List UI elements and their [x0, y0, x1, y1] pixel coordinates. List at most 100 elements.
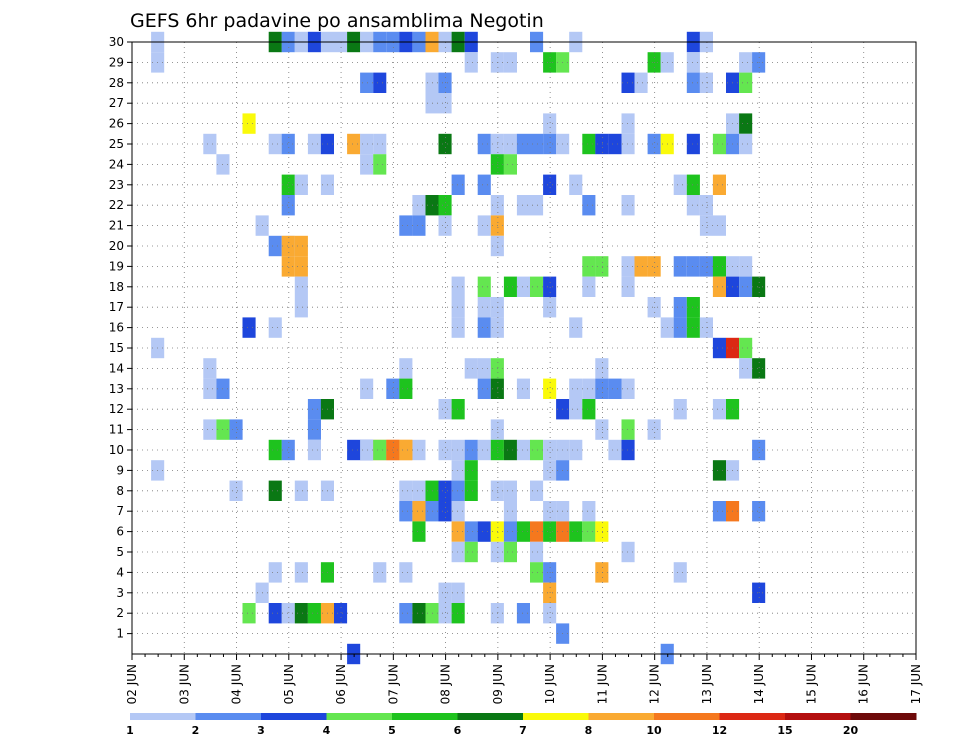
- heatmap-cell: [373, 154, 387, 175]
- heatmap-cell: [673, 297, 687, 318]
- heatmap-cell: [412, 195, 426, 216]
- heatmap-cell: [268, 562, 282, 583]
- heatmap-cell: [242, 113, 256, 134]
- heatmap-cell: [569, 521, 583, 542]
- heatmap-cell: [752, 582, 766, 603]
- heatmap-cell: [582, 195, 596, 216]
- heatmap-cell: [712, 501, 726, 522]
- heatmap-cell: [503, 439, 517, 461]
- heatmap-cell: [530, 562, 544, 583]
- legend-swatch: [654, 713, 720, 720]
- heatmap-cell: [582, 276, 596, 297]
- heatmap-cell: [451, 276, 465, 297]
- heatmap-cell: [569, 399, 583, 420]
- heatmap-cell: [399, 378, 413, 399]
- y-tick-label: 19: [109, 259, 124, 273]
- heatmap-cell: [464, 521, 478, 542]
- heatmap-cell: [438, 603, 452, 624]
- heatmap-cell: [503, 133, 517, 155]
- heatmap-cell: [699, 72, 713, 93]
- heatmap-cell: [334, 603, 348, 624]
- heatmap-cell: [503, 154, 517, 175]
- heatmap-cell: [530, 195, 544, 216]
- y-tick-label: 14: [109, 361, 124, 375]
- heatmap-cell: [516, 276, 530, 297]
- y-tick-label: 23: [109, 178, 124, 192]
- heatmap-cell: [503, 276, 517, 297]
- heatmap-cell: [621, 276, 635, 297]
- heatmap-cell: [281, 195, 295, 216]
- heatmap-cell: [608, 439, 622, 461]
- heatmap-cell: [438, 501, 452, 522]
- heatmap-cell: [608, 378, 622, 399]
- heatmap-cell: [673, 317, 687, 338]
- heatmap-cell: [399, 215, 413, 236]
- legend-label: 1: [126, 724, 134, 737]
- heatmap-cell: [477, 276, 491, 297]
- heatmap-cell: [347, 439, 361, 461]
- heatmap-cell: [712, 337, 726, 359]
- y-tick-label: 26: [109, 117, 124, 131]
- heatmap-cell: [647, 419, 661, 440]
- heatmap-cell: [647, 52, 661, 73]
- heatmap-cell: [360, 378, 374, 399]
- heatmap-cell: [530, 541, 544, 563]
- heatmap-cell: [569, 378, 583, 399]
- heatmap-cell: [621, 439, 635, 461]
- heatmap-cell: [451, 603, 465, 624]
- heatmap-cell: [516, 521, 530, 542]
- heatmap-cell: [582, 501, 596, 522]
- heatmap-cell: [294, 174, 308, 195]
- heatmap-cell: [516, 195, 530, 216]
- heatmap-cell: [451, 439, 465, 461]
- heatmap-cell: [634, 256, 648, 277]
- y-tick-label: 4: [116, 565, 124, 579]
- heatmap-cell: [739, 276, 753, 297]
- heatmap-cell: [595, 256, 609, 277]
- legend-swatch: [719, 713, 786, 720]
- heatmap-cell: [621, 256, 635, 277]
- heatmap-cell: [438, 72, 452, 93]
- x-tick-label: 14 JUN: [752, 664, 766, 704]
- heatmap-cell: [569, 439, 583, 461]
- heatmap-cell: [203, 419, 217, 440]
- heatmap-cell: [712, 460, 726, 481]
- heatmap-cell: [464, 52, 478, 73]
- heatmap-cell: [281, 603, 295, 624]
- x-tick-label: 17 JUN: [909, 664, 923, 704]
- legend-label: 4: [323, 724, 331, 737]
- x-tick-label: 04 JUN: [230, 664, 244, 704]
- x-tick-label: 10 JUN: [543, 664, 557, 704]
- y-tick-label: 7: [116, 504, 124, 518]
- heatmap-cell: [634, 72, 648, 93]
- heatmap-cell: [268, 480, 282, 501]
- heatmap-cell: [360, 133, 374, 155]
- heatmap-cell: [752, 276, 766, 297]
- heatmap-cell: [268, 317, 282, 338]
- y-tick-label: 1: [116, 627, 124, 641]
- heatmap-cell: [503, 541, 517, 563]
- heatmap-cell: [307, 603, 321, 624]
- x-tick-label: 08 JUN: [439, 664, 453, 704]
- heatmap-cell: [582, 521, 596, 542]
- heatmap-cell: [503, 501, 517, 522]
- heatmap-cell: [739, 52, 753, 73]
- y-tick-label: 28: [109, 76, 124, 90]
- heatmap-cell: [438, 215, 452, 236]
- heatmap-cell: [294, 276, 308, 297]
- heatmap-cell: [595, 419, 609, 440]
- heatmap-cell: [712, 174, 726, 195]
- heatmap-cell: [503, 521, 517, 542]
- legend-label: 20: [843, 724, 859, 737]
- y-tick-label: 25: [109, 137, 124, 151]
- heatmap-cell: [360, 154, 374, 175]
- chart-title: GEFS 6hr padavine po ansamblima Negotin: [130, 10, 544, 32]
- heatmap-cell: [373, 562, 387, 583]
- legend-label: 8: [585, 724, 593, 737]
- heatmap-cell: [451, 297, 465, 318]
- heatmap-cell: [464, 480, 478, 501]
- heatmap-cell: [412, 603, 426, 624]
- heatmap-cell: [621, 541, 635, 563]
- y-axis: 1234567891011121314151617181920212223242…: [109, 35, 132, 641]
- heatmap-cell: [712, 215, 726, 236]
